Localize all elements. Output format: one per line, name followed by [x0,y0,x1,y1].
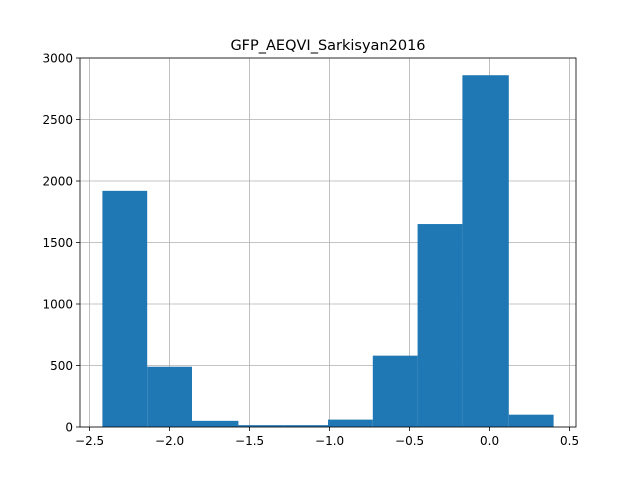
y-tick-label: 500 [50,359,73,373]
x-tick-label: −0.5 [395,434,424,448]
histogram-bars [102,75,554,427]
x-tick-label: −2.0 [155,434,184,448]
histogram-bar [328,419,373,427]
y-tick-label: 1000 [42,298,73,312]
histogram-bar [102,190,148,427]
histogram-bar [238,425,284,427]
histogram-bar [283,425,328,427]
histogram-bar [417,224,463,427]
y-tick-label: 2500 [42,113,73,127]
y-tick-label: 2000 [42,175,73,189]
x-tick-label: 0.0 [480,434,499,448]
x-tick-label: −1.5 [235,434,264,448]
axis-ticks: −2.5 −2.0 −1.5 −1.0 −0.5 0.0 0.5 0 500 1000 1500 20… [42,52,579,449]
y-tick-label: 1500 [42,236,73,250]
chart-title: GFP_AEQVI_Sarkisyan2016 [230,38,425,54]
histogram-bar [372,355,418,427]
histogram-bar [462,75,509,427]
y-tick-label: 0 [65,421,73,435]
histogram-bar [147,366,192,427]
y-tick-label: 3000 [42,52,73,66]
x-tick-label: −2.5 [75,434,104,448]
x-tick-label: −1.0 [315,434,344,448]
histogram-bar [508,414,554,427]
histogram-bar [192,420,239,427]
x-tick-label: 0.5 [560,434,579,448]
